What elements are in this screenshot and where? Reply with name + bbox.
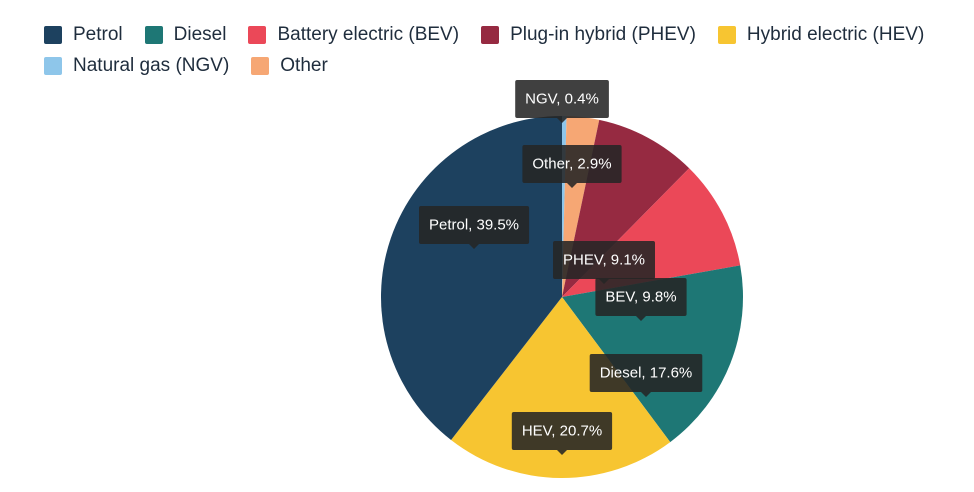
data-label-box-phev	[553, 241, 655, 279]
data-label-other: Other, 2.9%	[522, 145, 622, 188]
pie-slice-petrol[interactable]	[380, 115, 562, 441]
data-label-text-other: Other, 2.9%	[532, 156, 611, 173]
legend-item-hev[interactable]: Hybrid electric (HEV)	[717, 24, 925, 45]
data-label-petrol: Petrol, 39.5%	[419, 206, 530, 249]
legend-item-ngv[interactable]: Natural gas (NGV)	[44, 55, 229, 76]
data-label-bev: BEV, 9.8%	[595, 278, 687, 321]
legend-item-petrol[interactable]: Petrol	[44, 24, 123, 45]
data-label-diesel: Diesel, 17.6%	[589, 354, 703, 397]
data-label-box-petrol	[419, 206, 530, 244]
legend-label-diesel: Diesel	[173, 24, 227, 45]
data-label-pointer-ngv	[557, 118, 567, 123]
data-labels: Diesel, 17.6% BEV, 9.8% HEV, 20.7% Petrol, …	[419, 80, 703, 455]
data-label-pointer-phev	[599, 279, 609, 284]
data-label-box-other	[522, 145, 622, 183]
legend-item-phev[interactable]: Plug-in hybrid (PHEV)	[481, 24, 696, 45]
data-label-pointer-other	[567, 183, 577, 188]
data-label-text-hev: HEV, 20.7%	[522, 423, 602, 440]
data-label-pointer-bev	[636, 316, 646, 321]
legend-label-ngv: Natural gas (NGV)	[73, 55, 230, 76]
legend-label-hev: Hybrid electric (HEV)	[746, 24, 925, 45]
data-label-box-bev	[595, 278, 687, 316]
data-label-pointer-hev	[557, 450, 567, 455]
data-label-text-ngv: NGV, 0.4%	[525, 91, 599, 108]
legend: Petrol Diesel Battery electric (BEV) Plu…	[44, 24, 944, 76]
legend-label-petrol: Petrol	[73, 24, 123, 45]
data-label-text-bev: BEV, 9.8%	[605, 289, 676, 306]
legend-swatch-bev	[248, 25, 267, 44]
legend-label-bev: Battery electric (BEV)	[277, 24, 460, 45]
legend-item-other[interactable]: Other	[251, 55, 328, 76]
data-label-box-ngv	[515, 80, 609, 118]
data-label-pointer-petrol	[469, 244, 479, 249]
legend-swatch-hev	[717, 25, 736, 44]
legend-label-phev: Plug-in hybrid (PHEV)	[510, 24, 696, 45]
data-label-ngv: NGV, 0.4%	[515, 80, 609, 123]
legend-item-bev[interactable]: Battery electric (BEV)	[248, 24, 459, 45]
legend-item-diesel[interactable]: Diesel	[144, 24, 227, 45]
data-label-pointer-diesel	[641, 392, 651, 397]
legend-swatch-other	[251, 56, 270, 75]
data-label-text-phev: PHEV, 9.1%	[563, 252, 645, 269]
legend-swatch-phev	[481, 25, 500, 44]
data-label-box-diesel	[589, 354, 703, 392]
data-label-hev: HEV, 20.7%	[511, 412, 613, 455]
data-label-phev: PHEV, 9.1%	[553, 241, 655, 284]
legend-label-other: Other	[280, 55, 328, 76]
data-label-text-petrol: Petrol, 39.5%	[429, 217, 519, 234]
data-label-text-diesel: Diesel, 17.6%	[600, 365, 693, 382]
legend-swatch-ngv	[44, 56, 62, 75]
data-label-box-hev	[511, 412, 613, 450]
pie-slice-hev[interactable]	[451, 297, 671, 479]
legend-swatch-diesel	[144, 25, 163, 44]
legend-swatch-petrol	[44, 25, 62, 44]
